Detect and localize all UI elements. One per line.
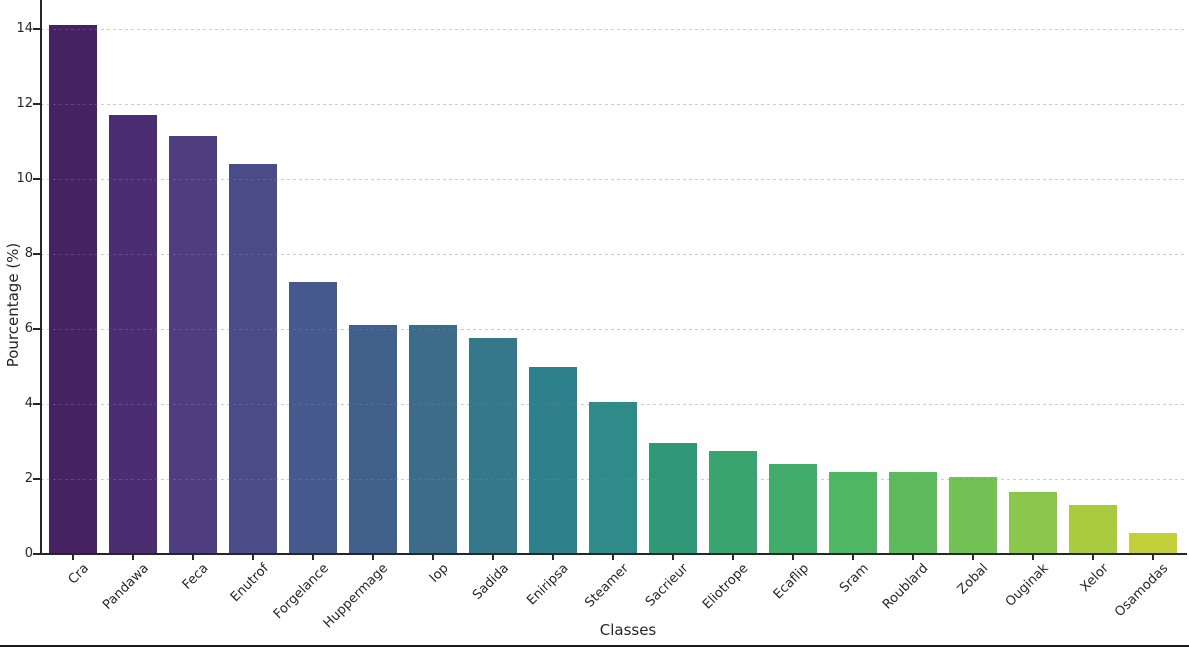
x-tick-mark [912, 555, 914, 560]
bar-iop [409, 325, 457, 554]
x-tick-label-steamer: Steamer [581, 561, 632, 611]
x-tick-label-ouginak: Ouginak [1002, 561, 1052, 610]
bar-zobal [949, 477, 997, 554]
x-tick-mark [432, 555, 434, 560]
x-axis-spine [40, 553, 1187, 555]
x-tick-label-sadida: Sadida [469, 561, 512, 603]
gridline-y-10 [41, 179, 1187, 180]
x-tick-mark [132, 555, 134, 560]
x-tick-label-eliotrope: Eliotrope [700, 561, 752, 613]
x-tick-label-zobal: Zobal [955, 561, 992, 598]
x-tick-label-osamodas: Osamodas [1112, 561, 1172, 621]
x-tick-mark [732, 555, 734, 560]
bar-huppermage [349, 325, 397, 554]
gridline-y-2 [41, 479, 1187, 480]
bar-xelor [1069, 505, 1117, 554]
x-tick-label-sram: Sram [836, 561, 872, 596]
x-tick-mark [1152, 555, 1154, 560]
x-tick-label-roublard: Roublard [880, 561, 932, 613]
bar-roublard [889, 471, 937, 554]
y-axis-spine [40, 0, 42, 555]
bar-osamodas [1129, 533, 1177, 554]
y-tick-mark [33, 103, 40, 105]
x-tick-mark [852, 555, 854, 560]
x-tick-label-feca: Feca [179, 561, 212, 593]
x-tick-label-enutrof: Enutrof [227, 561, 272, 606]
bar-ouginak [1009, 492, 1057, 554]
bar-steamer [589, 402, 637, 554]
y-tick-label: 14 [16, 21, 33, 36]
gridline-y-12 [41, 104, 1187, 105]
y-tick-mark [33, 478, 40, 480]
bar-forgelance [289, 282, 337, 554]
bar-pandawa [109, 115, 157, 554]
y-tick-mark [33, 253, 40, 255]
y-tick-label: 0 [24, 546, 33, 561]
x-tick-label-eniripsa: Eniripsa [524, 561, 572, 609]
bar-enutrof [229, 164, 277, 554]
y-tick-label: 4 [24, 396, 33, 411]
x-tick-mark [252, 555, 254, 560]
gridline-y-4 [41, 404, 1187, 405]
x-tick-mark [372, 555, 374, 560]
y-tick-label: 6 [24, 321, 33, 336]
bar-sram [829, 471, 877, 554]
x-axis-label: Classes [599, 621, 657, 639]
y-tick-mark [33, 403, 40, 405]
x-tick-mark [1032, 555, 1034, 560]
x-tick-mark [192, 555, 194, 560]
x-tick-mark [612, 555, 614, 560]
x-tick-label-sacrieur: Sacrieur [642, 561, 692, 610]
bar-feca [169, 135, 217, 554]
x-tick-label-ecaflip: Ecaflip [770, 561, 812, 603]
gridline-y-14 [41, 29, 1187, 30]
x-tick-mark [1092, 555, 1094, 560]
y-tick-label: 2 [24, 471, 33, 486]
bar-eniripsa [529, 366, 577, 554]
gridline-y-8 [41, 254, 1187, 255]
x-tick-label-cra: Cra [65, 561, 92, 588]
x-tick-mark [312, 555, 314, 560]
y-axis-label: Pourcentage (%) [4, 242, 22, 368]
bar-eliotrope [709, 450, 757, 554]
y-tick-mark [33, 328, 40, 330]
x-tick-mark [72, 555, 74, 560]
page-bottom-divider [0, 645, 1189, 647]
bar-sacrieur [649, 443, 697, 554]
y-tick-label: 12 [16, 96, 33, 111]
bar-ecaflip [769, 464, 817, 554]
gridline-y-6 [41, 329, 1187, 330]
x-tick-mark [792, 555, 794, 560]
x-tick-mark [672, 555, 674, 560]
bar-cra [49, 25, 97, 554]
y-tick-mark [33, 28, 40, 30]
x-tick-label-xelor: Xelor [1077, 561, 1112, 596]
x-tick-mark [972, 555, 974, 560]
x-tick-mark [492, 555, 494, 560]
y-tick-label: 10 [16, 171, 33, 186]
x-tick-label-pandawa: Pandawa [99, 561, 152, 613]
x-tick-label-iop: Iop [426, 561, 452, 586]
y-tick-mark [33, 553, 40, 555]
x-tick-label-forgelance: Forgelance [270, 561, 332, 623]
x-tick-mark [552, 555, 554, 560]
y-tick-mark [33, 178, 40, 180]
bar-sadida [469, 338, 517, 554]
y-tick-label: 8 [24, 246, 33, 261]
